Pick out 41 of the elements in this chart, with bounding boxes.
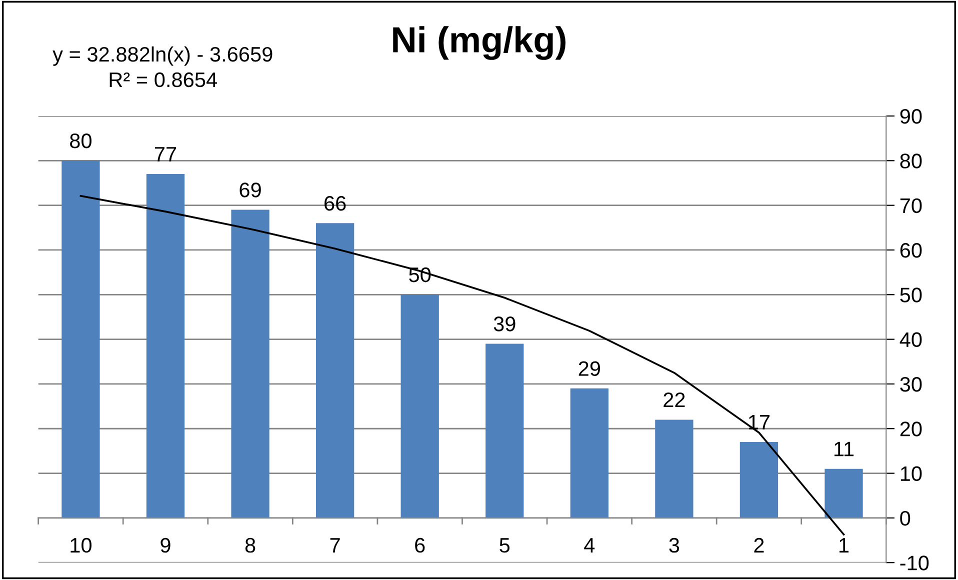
bar — [400, 294, 439, 518]
bar — [62, 160, 100, 518]
bar — [570, 388, 608, 518]
data-label: 77 — [154, 147, 176, 162]
y-tick-label: -10 — [900, 556, 929, 570]
bar — [316, 223, 354, 518]
data-label: 11 — [834, 442, 854, 456]
data-label: 66 — [324, 196, 346, 211]
x-tick-label: 10 — [70, 538, 92, 553]
y-tick-label: 50 — [900, 288, 922, 302]
text: y = 32.882ln(x) - 3.6659 R² = 0.8654 — [52, 46, 272, 88]
y-tick-label: 60 — [900, 242, 922, 258]
y-tick-label: 80 — [900, 154, 922, 168]
x-tick-label: 2 — [754, 538, 764, 552]
x-tick-label: 6 — [415, 538, 425, 553]
x-tick-label: 8 — [245, 538, 256, 553]
y-tick-label: 30 — [900, 376, 922, 392]
bar — [655, 420, 694, 518]
y-tick-label: 40 — [900, 332, 922, 348]
data-label: 22 — [664, 392, 685, 408]
chart-title: Ni (mg/kg) — [393, 26, 566, 60]
x-tick-label: 3 — [669, 538, 680, 553]
bar — [486, 344, 524, 518]
x-tick-label: 1 — [840, 538, 849, 552]
y-tick-label: 90 — [900, 109, 922, 124]
y-tick-label: 0 — [900, 510, 910, 526]
data-label: 80 — [70, 133, 92, 148]
x-tick-label: 5 — [500, 538, 510, 553]
bar — [740, 442, 778, 518]
data-label: 39 — [494, 316, 516, 332]
data-label: 29 — [578, 361, 600, 376]
bar — [231, 210, 270, 518]
y-tick-label: 10 — [900, 466, 922, 482]
x-tick-label: 9 — [160, 538, 170, 553]
x-tick-label: 4 — [584, 538, 595, 552]
data-label: 69 — [240, 182, 261, 198]
x-tick-label: 7 — [330, 538, 340, 552]
bar — [146, 174, 185, 518]
y-tick-label: 20 — [900, 422, 922, 436]
bar — [824, 468, 863, 518]
y-tick-label: 70 — [900, 198, 922, 214]
